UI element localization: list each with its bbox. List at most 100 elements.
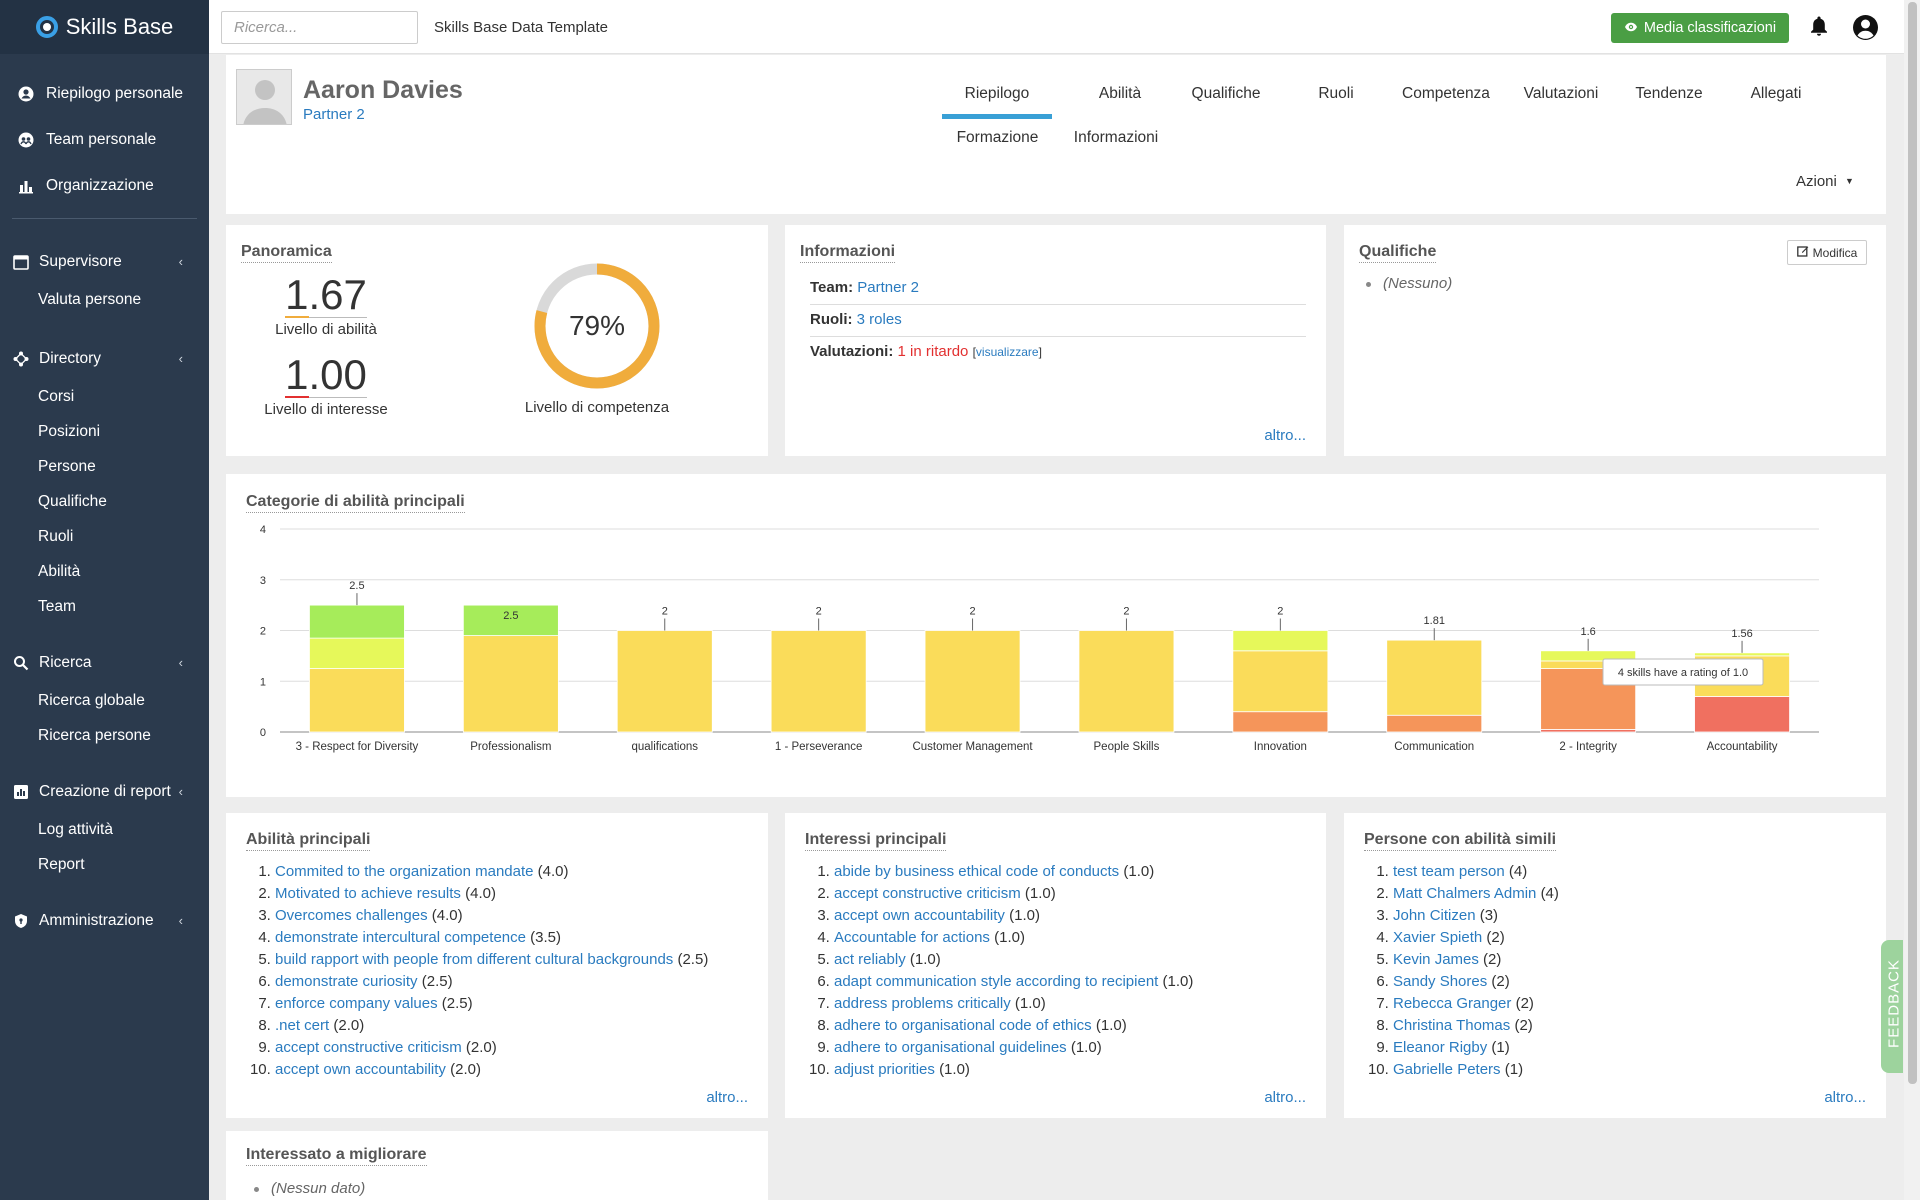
tab-competenza[interactable]: Competenza xyxy=(1402,85,1490,102)
nav-organizzazione[interactable]: Organizzazione xyxy=(0,163,209,209)
interessi-item-score: (1.0) xyxy=(1009,907,1040,924)
persone-item-link[interactable]: Rebecca Granger xyxy=(1393,995,1512,1012)
persone-list-item: test team person (4) xyxy=(1393,861,1559,883)
nav-posizioni[interactable]: Posizioni xyxy=(38,423,101,440)
bar-segment xyxy=(1232,711,1329,733)
info-team-link[interactable]: Partner 2 xyxy=(857,279,919,296)
abilita-item-link[interactable]: demonstrate curiosity xyxy=(275,973,418,990)
nav-valuta-persone[interactable]: Valuta persone xyxy=(38,291,142,308)
tab-ruoli[interactable]: Ruoli xyxy=(1318,85,1354,102)
persone-item-link[interactable]: Kevin James xyxy=(1393,951,1479,968)
nav-ruoli[interactable]: Ruoli xyxy=(38,528,74,545)
bell-icon[interactable] xyxy=(1809,15,1829,41)
persone-item-link[interactable]: Gabrielle Peters xyxy=(1393,1061,1501,1078)
nav-log-attivita[interactable]: Log attività xyxy=(38,821,113,838)
modifica-button[interactable]: Modifica xyxy=(1787,240,1867,265)
interessi-item-link[interactable]: accept constructive criticism xyxy=(834,885,1021,902)
stat-accent-underline xyxy=(285,396,310,398)
persone-item-link[interactable]: Matt Chalmers Admin xyxy=(1393,885,1537,902)
persone-item-link[interactable]: Christina Thomas xyxy=(1393,1017,1511,1034)
interessi-item-link[interactable]: adapt communication style according to r… xyxy=(834,973,1159,990)
abilita-item-link[interactable]: enforce company values xyxy=(275,995,438,1012)
tab-qualifiche[interactable]: Qualifiche xyxy=(1191,85,1261,102)
tab-formazione[interactable]: Formazione xyxy=(956,129,1039,146)
nav-section-supervisore[interactable]: Supervisore ‹ xyxy=(0,242,209,282)
nav-riepilogo-personale[interactable]: Riepilogo personale xyxy=(0,71,209,117)
tab-allegati[interactable]: Allegati xyxy=(1750,85,1802,102)
user-account-icon[interactable] xyxy=(1852,14,1879,45)
interessi-item-link[interactable]: accept own accountability xyxy=(834,907,1005,924)
info-eval-view-link[interactable]: visualizzare xyxy=(975,345,1039,359)
persone-item-link[interactable]: Eleanor Rigby xyxy=(1393,1039,1488,1056)
bullet xyxy=(1366,281,1371,287)
persone-list-item: Christina Thomas (2) xyxy=(1393,1015,1559,1037)
persone-item-link[interactable]: Xavier Spieth xyxy=(1393,929,1483,946)
nav-abilita[interactable]: Abilità xyxy=(38,563,81,580)
abilita-item-link[interactable]: accept constructive criticism xyxy=(275,1039,462,1056)
info-roles-label: Ruoli: xyxy=(810,311,853,328)
abilita-list-item: enforce company values (2.5) xyxy=(275,993,708,1015)
tab-valutazioni[interactable]: Valutazioni xyxy=(1523,85,1599,102)
search-input[interactable] xyxy=(221,11,418,44)
interessi-item-score: (1.0) xyxy=(994,929,1025,946)
nav-section-ricerca[interactable]: Ricerca ‹ xyxy=(0,643,209,683)
nav-section-amministrazione[interactable]: Amministrazione ‹ xyxy=(0,901,209,941)
scrollbar-thumb[interactable] xyxy=(1908,2,1917,1084)
nav-section-directory[interactable]: Directory ‹ xyxy=(0,339,209,379)
persone-list-item: Xavier Spieth (2) xyxy=(1393,927,1559,949)
nav-section-label: Amministrazione xyxy=(39,912,154,929)
brand[interactable]: Skills Base xyxy=(0,0,209,54)
y-tick-label: 1 xyxy=(260,676,266,688)
nav-ricerca-persone[interactable]: Ricerca persone xyxy=(38,727,151,744)
abilita-list-item: .net cert (2.0) xyxy=(275,1015,708,1037)
abilita-item-link[interactable]: Overcomes challenges xyxy=(275,907,428,924)
nav-team-personale[interactable]: Team personale xyxy=(0,117,209,163)
page-scrollbar[interactable] xyxy=(1904,0,1920,1200)
interessi-item-link[interactable]: adjust priorities xyxy=(834,1061,935,1078)
interessi-list-item: adapt communication style according to r… xyxy=(834,971,1193,993)
interessato-migliorare-panel: Interessato a migliorare (Nessun dato) xyxy=(226,1131,768,1200)
abilita-item-score: (2.0) xyxy=(465,1039,497,1056)
info-roles-link[interactable]: 3 roles xyxy=(856,311,902,328)
informazioni-more-link[interactable]: altro... xyxy=(1264,427,1306,444)
tab-abilita[interactable]: Abilità xyxy=(1098,85,1142,102)
category-label: Innovation xyxy=(1254,741,1307,753)
interessi-item-link[interactable]: address problems critically xyxy=(834,995,1011,1012)
tab-riepilogo[interactable]: Riepilogo xyxy=(942,85,1052,119)
media-classificazioni-button[interactable]: Media classificazioni xyxy=(1611,13,1789,43)
persone-item-link[interactable]: John Citizen xyxy=(1393,907,1476,924)
interessi-item-link[interactable]: abide by business ethical code of conduc… xyxy=(834,863,1120,880)
interessi-item-link[interactable]: adhere to organisational guidelines xyxy=(834,1039,1067,1056)
tab-tendenze[interactable]: Tendenze xyxy=(1635,85,1703,102)
azioni-dropdown[interactable]: Azioni ▼ xyxy=(1796,173,1854,190)
abilita-item-link[interactable]: Motivated to achieve results xyxy=(275,885,461,902)
nav-section-report[interactable]: Creazione di report ‹ xyxy=(0,772,209,812)
interessi-item-link[interactable]: Accountable for actions xyxy=(834,929,990,946)
abilita-item-link[interactable]: .net cert xyxy=(275,1017,330,1034)
value-label: 1.81 xyxy=(1424,615,1445,627)
nav-qualifiche[interactable]: Qualifiche xyxy=(38,493,107,510)
feedback-tab[interactable]: FEEDBACK xyxy=(1881,940,1903,1073)
nav-ricerca-globale[interactable]: Ricerca globale xyxy=(38,692,145,709)
nav-persone[interactable]: Persone xyxy=(38,458,96,475)
abilita-item-link[interactable]: build rapport with people from different… xyxy=(275,951,674,968)
informazioni-panel: Informazioni Team: Partner 2 Ruoli: 3 ro… xyxy=(785,225,1326,456)
abilita-item-score: (2.5) xyxy=(441,995,473,1012)
tab-informazioni[interactable]: Informazioni xyxy=(1073,129,1159,146)
abilita-more-link[interactable]: altro... xyxy=(706,1089,748,1106)
interessi-more-link[interactable]: altro... xyxy=(1264,1089,1306,1106)
abilita-item-link[interactable]: Commited to the organization mandate xyxy=(275,863,534,880)
nav-corsi[interactable]: Corsi xyxy=(38,388,75,405)
profile-role-link[interactable]: Partner 2 xyxy=(303,106,365,123)
interessi-item-link[interactable]: adhere to organisational code of ethics xyxy=(834,1017,1092,1034)
nav-report[interactable]: Report xyxy=(38,856,85,873)
interessi-list-item: adhere to organisational code of ethics … xyxy=(834,1015,1193,1037)
abilita-item-link[interactable]: accept own accountability xyxy=(275,1061,446,1078)
persone-item-link[interactable]: Sandy Shores xyxy=(1393,973,1488,990)
abilita-item-link[interactable]: demonstrate intercultural competence xyxy=(275,929,526,946)
bar-segment xyxy=(1694,652,1790,657)
interessi-item-link[interactable]: act reliably xyxy=(834,951,906,968)
persone-more-link[interactable]: altro... xyxy=(1824,1089,1866,1106)
nav-team[interactable]: Team xyxy=(38,598,76,615)
persone-item-link[interactable]: test team person xyxy=(1393,863,1505,880)
